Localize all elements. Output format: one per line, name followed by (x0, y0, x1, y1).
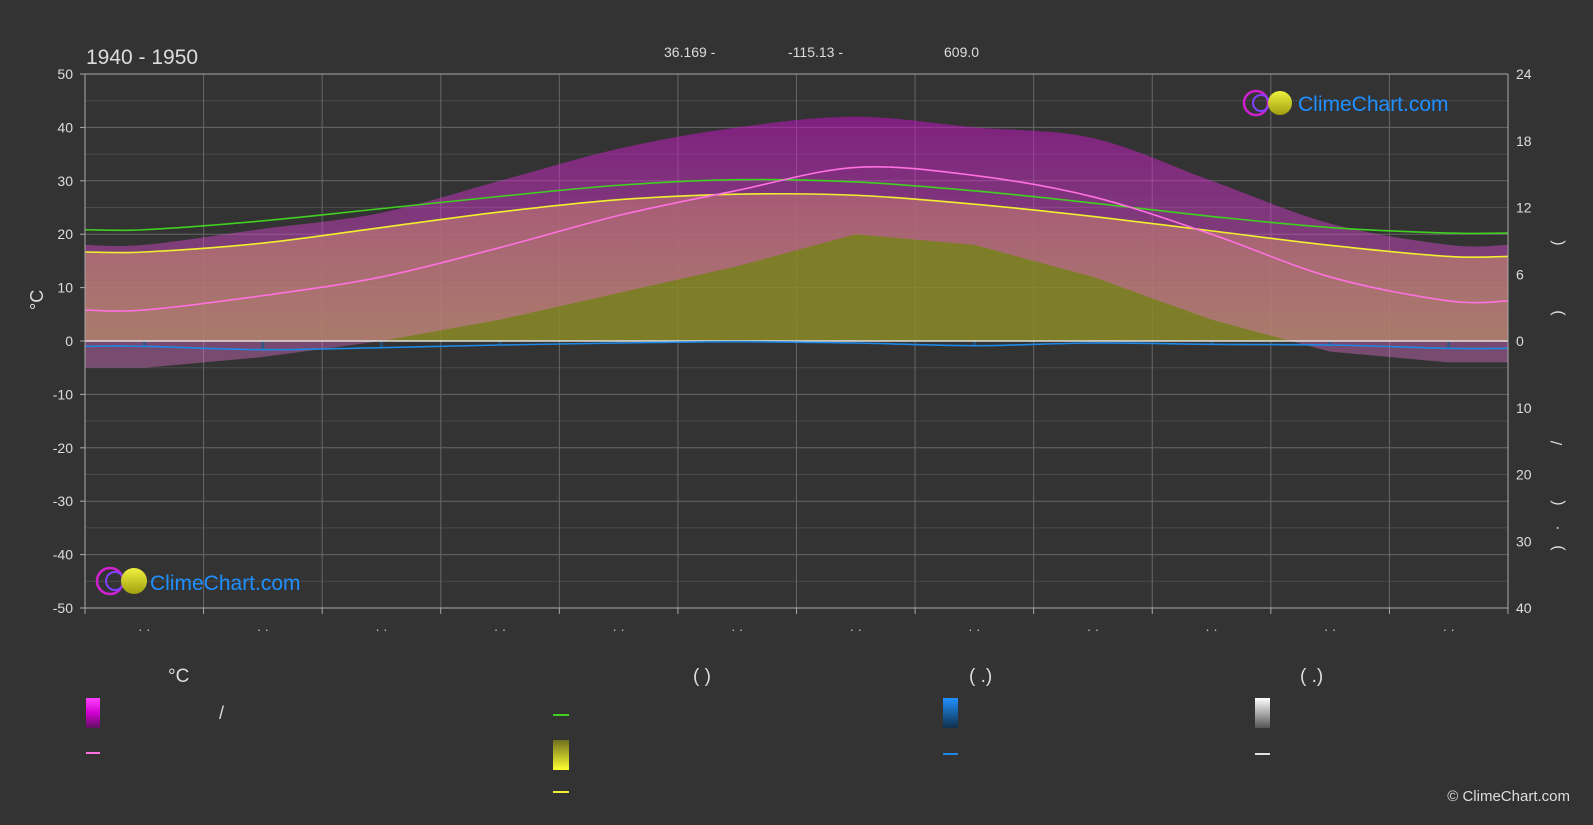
y-axis-title: °C (27, 289, 47, 310)
y-tick-label: 40 (57, 119, 73, 135)
period-title: 1940 - 1950 (86, 46, 199, 69)
precip-bar (1328, 341, 1332, 346)
month-tick-label: · · (850, 622, 862, 637)
y-tick-label: 20 (57, 226, 73, 242)
sunshine-line (84, 192, 1509, 259)
y2-tick-label-sun: 24 (1516, 66, 1532, 82)
legend-slash: / (219, 703, 225, 723)
daylight-line (84, 178, 1509, 235)
y2-tick-label-precip: 20 (1516, 467, 1532, 483)
temperature-range-band (85, 116, 1508, 368)
precip-bar (1091, 341, 1095, 344)
elevation-label: 609.0 (944, 44, 980, 60)
legend-head-precip: ( .) (969, 666, 993, 687)
y2-tick-label-sun: 6 (1516, 266, 1524, 282)
mean-temp-line (84, 166, 1509, 312)
month-tick-label: · · (731, 622, 743, 637)
y2-title-glyph: ) (1549, 310, 1566, 315)
month-tick-label: · · (612, 622, 624, 637)
y2-title-glyph: ( (1549, 240, 1566, 246)
precip-bar (379, 341, 383, 348)
logo-text-bottom: ClimeChart.com (150, 572, 301, 595)
precip-bar (972, 341, 976, 346)
legend-head-snow: ( .) (1300, 666, 1324, 687)
y2-title-glyph: ( (1549, 500, 1566, 506)
temperature-band-fill (85, 116, 1508, 368)
y2-title-glyph: / (1549, 440, 1566, 445)
month-tick-label: · · (494, 622, 506, 637)
logo-sun-icon (1268, 91, 1292, 115)
month-tick-label: · · (1087, 622, 1099, 637)
logo-ring-icon (1242, 89, 1270, 117)
legend-line-precip (943, 753, 958, 755)
y-tick-label: -30 (53, 493, 73, 509)
precip-bar (498, 341, 502, 346)
y-tick-label: 50 (57, 66, 73, 82)
precip-bar (1447, 341, 1451, 349)
month-tick-label: · · (138, 622, 150, 637)
axis-ticks: 50 40 30 20 10 0 -10 -20 -30 -40 -50 24 18 12 6 0 10 20 30… (53, 66, 1566, 637)
legend-swatch-sunshine (553, 740, 569, 770)
y2-title-glyph: ) (1549, 545, 1566, 550)
y2-tick-label-sun: 18 (1516, 133, 1532, 149)
y2-tick-label-precip: 40 (1516, 600, 1532, 616)
month-tick-label: · · (1205, 622, 1217, 637)
month-tick-label: · · (1324, 622, 1336, 637)
logo-top: ClimeChart.com (1242, 89, 1449, 117)
precip-bar (142, 341, 146, 347)
plot-frame (80, 73, 1509, 614)
precip-bar (854, 341, 858, 344)
y-tick-label: -50 (53, 600, 73, 616)
y-tick-label: -20 (53, 440, 73, 456)
month-tick-label: · · (257, 622, 269, 637)
logo-bottom: ClimeChart.com (95, 566, 301, 596)
precip-bar (617, 341, 621, 344)
logo-sun-icon (121, 568, 147, 594)
legend-line-mean-temp (86, 752, 100, 754)
longitude-label: -115.13 - (788, 44, 843, 60)
y-tick-label: -10 (53, 386, 73, 402)
series-lines (84, 166, 1509, 351)
legend-line-snow (1255, 753, 1270, 755)
y-tick-label: 0 (65, 333, 73, 349)
precip-bar (261, 341, 265, 350)
y2-title-glyph: · (1549, 525, 1566, 530)
y-tick-label: 10 (57, 280, 73, 296)
copyright-text: © ClimeChart.com (1447, 788, 1570, 805)
logo-ring-inner-icon (1252, 94, 1270, 112)
y2-tick-label-sun: 0 (1516, 333, 1524, 349)
month-tick-label: · · (968, 622, 980, 637)
precip-bar (1210, 341, 1214, 345)
month-tick-label: · · (375, 622, 387, 637)
legend-line-sunshine (553, 791, 569, 793)
legend-line-daylight (553, 714, 569, 716)
legend-swatch-precip (943, 698, 958, 728)
legend-head-sun: ( ) (693, 666, 711, 687)
y-tick-label: -40 (53, 547, 73, 563)
y2-tick-label-precip: 30 (1516, 533, 1532, 549)
latitude-label: 36.169 - (664, 44, 716, 60)
y-tick-label: 30 (57, 173, 73, 189)
legend-swatch-temp-range (86, 698, 100, 728)
precip-line (84, 340, 1509, 351)
logo-text-top: ClimeChart.com (1298, 93, 1449, 116)
month-tick-label: · · (1443, 622, 1455, 637)
y2-tick-label-precip: 10 (1516, 400, 1532, 416)
y2-tick-label-sun: 12 (1516, 200, 1532, 216)
legend-swatch-snow (1255, 698, 1270, 728)
legend-head-temp: °C (168, 666, 190, 687)
